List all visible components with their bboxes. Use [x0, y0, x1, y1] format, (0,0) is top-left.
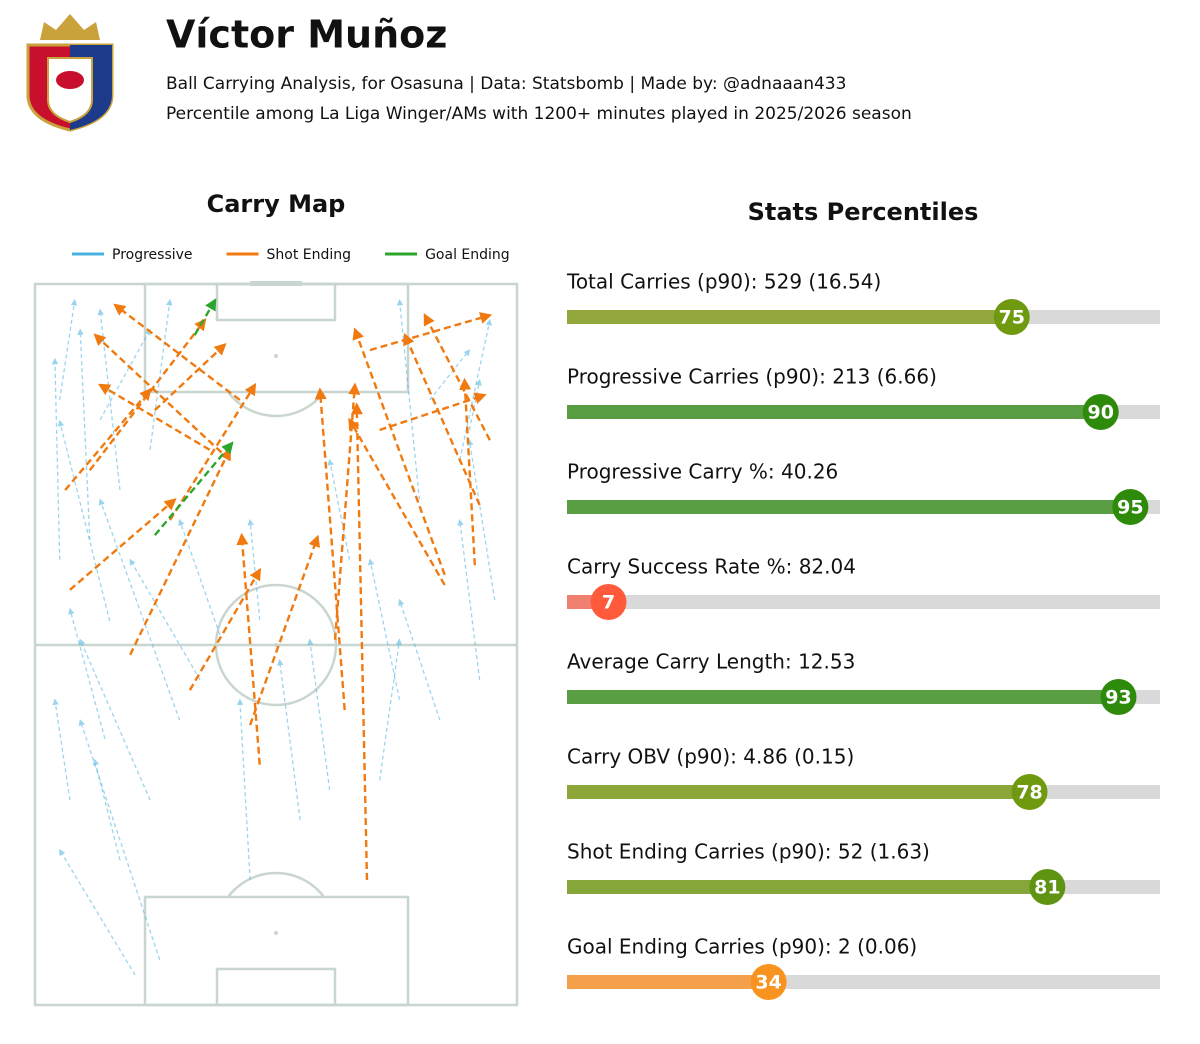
carry-arrow — [367, 558, 401, 700]
stat-label: Carry Success Rate %: 82.04 — [567, 555, 856, 579]
carry-arrow — [98, 498, 181, 721]
carry-arrow — [378, 638, 403, 781]
stat-label: Carry OBV (p90): 4.86 (0.15) — [567, 745, 854, 769]
carry-arrow — [333, 382, 361, 640]
carry-arrow — [68, 607, 106, 739]
percentile-label: 78 — [1016, 782, 1042, 804]
carry-arrow — [236, 698, 251, 881]
percentile-marker — [1100, 679, 1137, 715]
carry-arrow — [92, 758, 121, 861]
percentile-marker — [1029, 869, 1066, 905]
stat-label: Total Carries (p90): 529 (16.54) — [566, 270, 881, 294]
carry-arrow — [129, 447, 231, 656]
carry-arrow — [88, 318, 207, 471]
carry-arrow — [99, 328, 151, 421]
stat-label: Goal Ending Carries (p90): 2 (0.06) — [567, 935, 917, 959]
note: Percentile among La Liga Winger/AMs with… — [166, 104, 912, 124]
carry-arrow — [69, 498, 177, 591]
chart-title: Carry Map — [207, 190, 346, 218]
carry-arrow — [459, 377, 477, 566]
carry-arrow — [154, 343, 227, 412]
carry-arrow — [468, 378, 482, 431]
carry-arrow — [59, 848, 136, 976]
bar — [567, 880, 1048, 894]
percentile-marker — [1082, 394, 1119, 430]
bar — [567, 975, 769, 989]
carry-arrow — [396, 298, 421, 500]
carry-arrow — [59, 298, 78, 401]
carry-arrow — [403, 332, 481, 506]
carry-arrow — [77, 328, 91, 540]
bar — [567, 310, 1012, 324]
carry-arrow — [64, 387, 152, 491]
carry-arrow — [178, 518, 221, 636]
bar — [567, 500, 1131, 514]
carry-arrow — [153, 441, 234, 536]
chart-title: Stats Percentiles — [748, 198, 979, 226]
percentile-marker — [750, 964, 787, 1000]
carry-arrow — [78, 718, 161, 961]
carry-arrow — [97, 308, 121, 491]
percentile-label: 34 — [755, 972, 781, 994]
carry-arrow — [423, 313, 491, 441]
bar — [567, 405, 1101, 419]
carry-arrow — [314, 387, 346, 711]
percentile-label: 75 — [999, 307, 1025, 329]
subtitle: Ball Carrying Analysis, for Osasuna | Da… — [166, 74, 846, 94]
carry-arrow — [248, 534, 320, 726]
stat-label: Shot Ending Carries (p90): 52 (1.63) — [567, 840, 930, 864]
legend-label: Progressive — [112, 247, 193, 263]
percentile-label: 90 — [1087, 402, 1113, 424]
stat-label: Average Carry Length: 12.53 — [567, 650, 855, 674]
bar — [567, 785, 1030, 799]
carry-arrow — [398, 598, 441, 721]
carry-arrow — [467, 438, 496, 601]
carry-arrow — [457, 518, 481, 681]
legend-label: Goal Ending — [425, 247, 510, 263]
bar — [567, 690, 1119, 704]
percentile-marker — [590, 584, 627, 620]
carry-arrow — [327, 458, 351, 560]
carry-arrow — [277, 658, 301, 821]
stat-label: Progressive Carry %: 40.26 — [567, 460, 838, 484]
carry-arrow — [379, 392, 487, 432]
carry-arrow — [149, 298, 173, 450]
carry-arrow — [459, 318, 492, 461]
carry-arrow — [348, 417, 446, 586]
carry-arrow — [429, 349, 471, 401]
carry-arrow — [236, 532, 261, 765]
percentile-label: 81 — [1034, 877, 1060, 899]
carry-arrow — [129, 558, 201, 681]
legend-label: Shot Ending — [267, 247, 352, 263]
stat-label: Progressive Carries (p90): 213 (6.66) — [567, 365, 937, 389]
carry-arrow — [52, 698, 71, 801]
carry-arrow — [350, 402, 369, 881]
club-logo — [26, 14, 114, 132]
carry-arrow — [352, 327, 446, 576]
carry-arrow — [307, 638, 331, 790]
carry-arrow — [247, 518, 261, 620]
carry-arrow — [168, 382, 257, 521]
carry-arrow — [79, 638, 151, 801]
carry-arrow — [93, 333, 231, 461]
percentile-label: 95 — [1117, 497, 1143, 519]
carry-arrow — [369, 312, 493, 352]
percentile-label: 93 — [1105, 687, 1131, 709]
bar-track — [567, 595, 1160, 609]
percentile-marker — [1112, 489, 1149, 525]
title: Víctor Muñoz — [166, 13, 447, 57]
percentile-marker — [993, 299, 1030, 335]
carry-arrow — [51, 357, 61, 560]
carry-arrow — [57, 419, 111, 622]
carry-arrow — [188, 567, 261, 691]
percentile-marker — [1011, 774, 1048, 810]
carry-arrow — [193, 298, 217, 336]
carry-arrow — [98, 383, 211, 451]
carry-arrow — [113, 303, 241, 401]
carries — [51, 298, 496, 976]
pitch — [33, 281, 519, 1007]
percentile-label: 7 — [602, 592, 615, 614]
